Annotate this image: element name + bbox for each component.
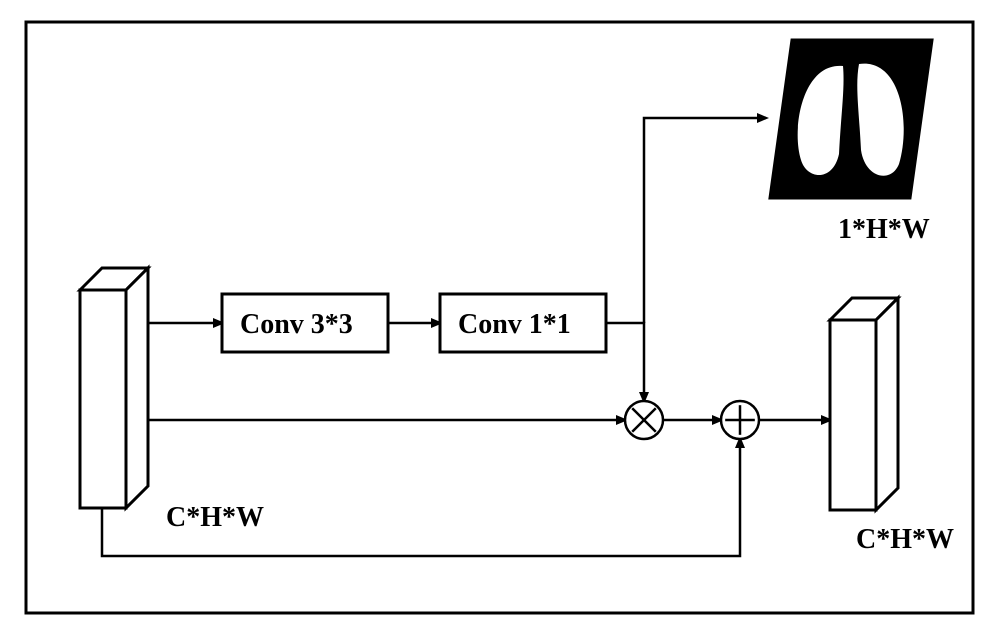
mask-image: [770, 40, 932, 198]
mask-label: 1*H*W: [838, 214, 930, 245]
diagram-canvas: Conv 3*3 Conv 1*1 C*H*W C*H*W 1*H*W: [0, 0, 1000, 636]
conv1-label: Conv 1*1: [458, 309, 571, 340]
input-tensor-label: C*H*W: [166, 502, 264, 533]
conv3-label: Conv 3*3: [240, 309, 353, 340]
output-tensor-cube: [830, 298, 898, 510]
multiply-op: [625, 401, 663, 439]
add-op: [721, 401, 759, 439]
input-tensor-cube: [80, 268, 148, 508]
output-tensor-label: C*H*W: [856, 524, 954, 555]
